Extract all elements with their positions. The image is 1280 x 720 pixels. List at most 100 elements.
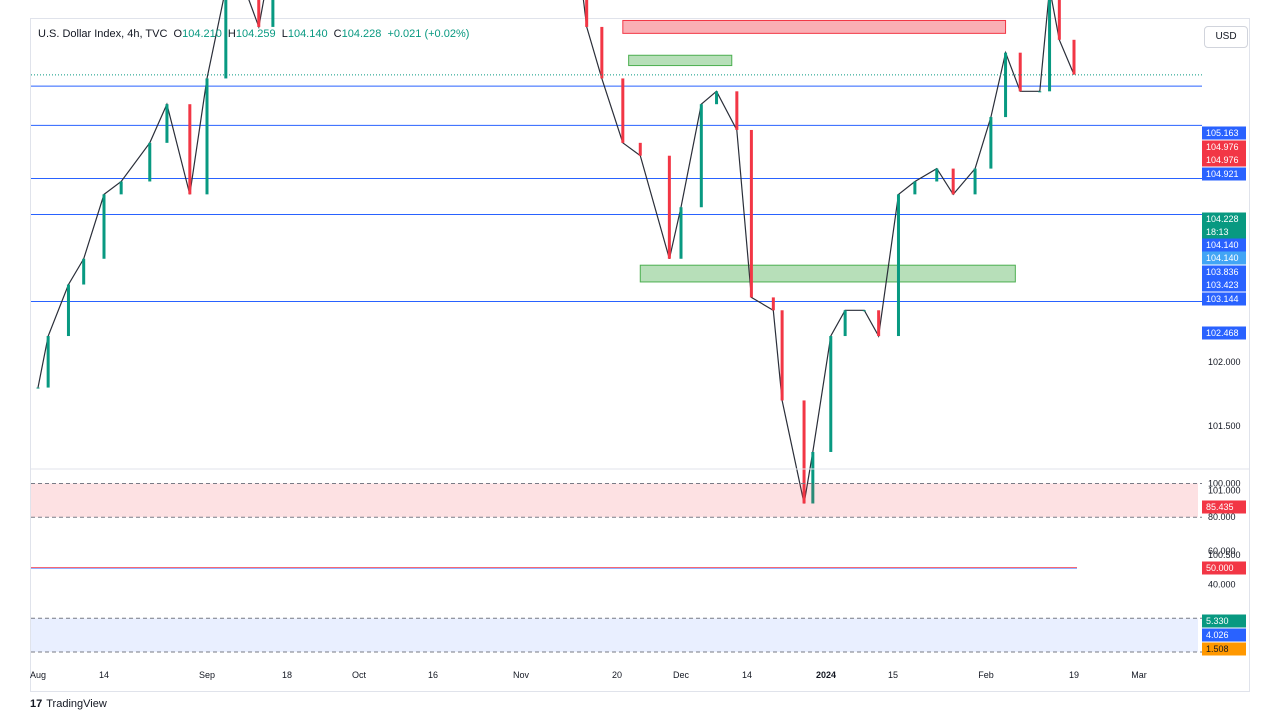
price-point: [877, 310, 881, 337]
oscillator-value-badge: [1202, 642, 1246, 656]
price-point: [802, 400, 806, 504]
oscillator-tick-label: 40.000: [1208, 580, 1236, 590]
price-tick-label: 102.000: [1208, 357, 1241, 367]
open-value: 104.210: [182, 28, 222, 40]
tradingview-logo-icon: 17: [30, 698, 43, 710]
time-tick-label: Aug: [30, 670, 46, 680]
price-label-badge: [1202, 292, 1246, 306]
price-point: [951, 168, 955, 195]
time-tick-label: Nov: [513, 670, 530, 680]
demand-zone: [628, 54, 733, 67]
oscillator-value-text: 5.330: [1206, 616, 1229, 626]
price-point: [1057, 0, 1061, 40]
oscillator-value-text: 4.026: [1206, 630, 1229, 640]
oscillator-value-text: 50.000: [1206, 563, 1234, 573]
price-label-text: 103.144: [1206, 294, 1239, 304]
price-label-badge: [1202, 140, 1246, 154]
price-point: [1048, 0, 1052, 92]
price-label-text: 104.140: [1206, 253, 1239, 263]
price-point: [862, 310, 866, 312]
price-point: [257, 0, 261, 27]
low-value: 104.140: [287, 28, 328, 40]
price-point: [989, 117, 993, 169]
close-value: 104.228: [341, 28, 382, 40]
price-point: [771, 297, 775, 311]
price-tick-label: 101.000: [1208, 486, 1241, 496]
oscillator-pane: 100.000 80.000 60.000 40.000 85.435 50.000 5.3…: [31, 479, 1246, 656]
time-tick-label: 14: [742, 670, 752, 680]
symbol-legend: U.S. Dollar Index, 4h, TVC O104.210 H 104…: [38, 28, 469, 40]
price-point: [638, 142, 642, 156]
price-point: [735, 91, 739, 130]
oscillator-value-badge: [1202, 500, 1246, 514]
price-series: [36, 0, 1076, 504]
price-label-text: 105.163: [1206, 128, 1239, 138]
time-tick-label: 19: [1069, 670, 1079, 680]
oscillator-tick-label: 100.000: [1208, 479, 1241, 489]
symbol-title[interactable]: U.S. Dollar Index, 4h, TVC: [38, 28, 168, 40]
price-label-text: 104.976: [1206, 155, 1239, 165]
time-axis: Aug 14 Sep 18 Oct 16 Nov 20 Dec 14 2024 15 Feb 19 Mar: [30, 670, 1147, 680]
price-point: [913, 181, 917, 195]
price-point: [585, 0, 589, 27]
footer-brand[interactable]: 17 TradingView: [30, 698, 107, 710]
time-tick-label: 20: [612, 670, 622, 680]
price-point: [82, 258, 86, 285]
price-point: [780, 310, 784, 401]
price-point: [843, 310, 847, 337]
price-point: [46, 336, 50, 388]
price-point: [1072, 39, 1076, 75]
price-point: [679, 207, 683, 259]
price-point: [715, 91, 719, 105]
price-label-text: 104.976: [1206, 142, 1239, 152]
time-tick-label: 18: [282, 670, 292, 680]
price-tick-label: 100.500: [1208, 550, 1241, 560]
chart-frame[interactable]: [30, 18, 1250, 692]
time-tick-label: Feb: [978, 670, 994, 680]
demand-zone: [639, 264, 1016, 283]
oscillator-tick-label: 80.000: [1208, 512, 1236, 522]
price-point: [119, 181, 123, 195]
price-label-text: 104.228: [1206, 214, 1239, 224]
oversold-band: [31, 618, 1198, 652]
time-tick-label: Dec: [673, 670, 690, 680]
currency-button[interactable]: USD: [1204, 26, 1248, 48]
price-point: [896, 194, 900, 337]
price-label-text: 103.423: [1206, 280, 1239, 290]
price-point: [1018, 52, 1022, 92]
price-point: [667, 155, 671, 259]
price-point: [600, 26, 604, 79]
time-tick-label: 14: [99, 670, 109, 680]
price-point: [271, 0, 275, 27]
oscillator-value-badge: [1202, 614, 1246, 628]
time-tick-label: 15: [888, 670, 898, 680]
price-label-badge: [1202, 326, 1246, 340]
price-label-badge: [1202, 153, 1246, 167]
close-label: C: [333, 28, 342, 40]
price-point: [1004, 52, 1008, 118]
oscillator-value-badge: [1202, 628, 1246, 642]
price-point: [1038, 91, 1042, 93]
oscillator-value-text: 1.508: [1206, 644, 1229, 654]
price-label-text: 102.468: [1206, 328, 1239, 338]
price-label-badge: [1202, 278, 1246, 292]
price-labels: 105.163 104.976 104.976 104.921 104.228 104.1…: [1202, 126, 1246, 340]
price-point: [36, 387, 40, 389]
time-tick-label: Sep: [199, 670, 215, 680]
high-label: H: [227, 28, 236, 40]
countdown-text: 18:13: [1206, 227, 1229, 237]
price-label-badge: [1202, 167, 1246, 181]
price-label-badge: [1202, 251, 1246, 265]
zones: [622, 19, 1016, 283]
price-point: [829, 336, 833, 452]
open-label: O: [173, 28, 183, 40]
overbought-band: [31, 483, 1198, 518]
countdown-badge: [1202, 225, 1246, 239]
price-point: [102, 194, 106, 259]
oscillator-tick-label: 60.000: [1208, 546, 1236, 556]
price-point: [188, 104, 192, 195]
price-point: [66, 284, 70, 337]
change-value: +0.021 (+0.02%): [387, 28, 470, 40]
price-point: [935, 168, 939, 182]
